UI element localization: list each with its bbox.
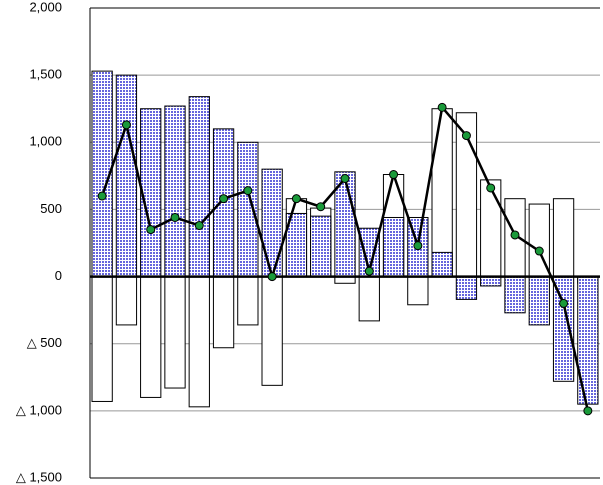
bar	[552, 198, 575, 278]
bar	[212, 276, 235, 349]
marker	[413, 241, 423, 251]
marker	[461, 131, 471, 141]
bar	[140, 108, 162, 278]
marker	[486, 183, 496, 193]
marker	[291, 194, 301, 204]
y-tick-label: 2,000	[29, 0, 62, 14]
marker	[219, 194, 229, 204]
marker	[146, 225, 156, 235]
marker	[534, 246, 544, 256]
bar	[407, 276, 429, 306]
marker	[364, 266, 374, 276]
bar	[164, 105, 186, 278]
bar	[91, 276, 113, 402]
marker	[97, 191, 107, 201]
marker	[389, 170, 399, 180]
bar	[188, 276, 210, 408]
bar	[480, 179, 502, 278]
marker	[559, 298, 569, 308]
marker	[121, 120, 131, 130]
bar	[115, 276, 138, 326]
bar	[431, 108, 453, 278]
marker	[583, 406, 593, 416]
marker	[510, 230, 520, 240]
bar	[140, 276, 162, 398]
y-tick-label: 500	[40, 201, 62, 216]
bar	[237, 276, 259, 326]
bar	[115, 74, 138, 278]
marker	[170, 212, 180, 222]
bar	[358, 276, 380, 322]
y-tick-label: △ 500	[27, 335, 62, 350]
bar	[455, 276, 478, 300]
marker	[437, 102, 447, 112]
y-tick-label: △ 1,500	[16, 469, 62, 484]
marker	[243, 186, 253, 196]
bar	[504, 276, 526, 314]
bar	[431, 251, 453, 278]
bar	[188, 96, 210, 278]
bar	[261, 168, 283, 278]
bar	[528, 276, 550, 326]
y-tick-label: 1,000	[29, 134, 62, 149]
bar	[261, 276, 283, 386]
bar	[237, 141, 259, 278]
marker	[316, 202, 326, 212]
marker	[267, 272, 277, 282]
bar	[480, 276, 502, 287]
bar	[310, 215, 332, 278]
y-tick-label: 1,500	[29, 67, 62, 82]
bar	[382, 216, 405, 278]
y-tick-label: 0	[55, 268, 62, 283]
y-tick-label: △ 1,000	[16, 402, 62, 417]
marker	[194, 221, 204, 231]
marker	[340, 174, 350, 184]
bar	[164, 276, 186, 389]
bar	[552, 276, 575, 382]
